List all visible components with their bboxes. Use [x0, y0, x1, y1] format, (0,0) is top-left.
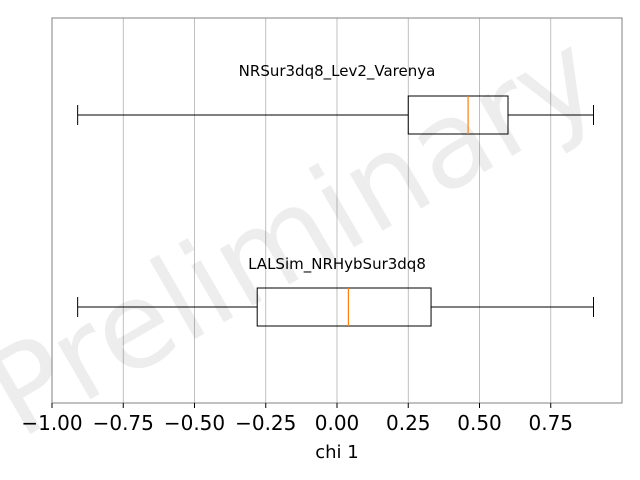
x-axis-label: chi 1 — [315, 442, 358, 463]
grid-lines — [51, 18, 552, 403]
box-iqr — [407, 95, 509, 135]
x-tick-label: 0.25 — [386, 411, 431, 435]
x-tick-label: 0.50 — [457, 411, 502, 435]
x-ticks: −1.00 −0.75 −0.50 −0.25 0.00 0.25 0.50 0.75 — [21, 403, 573, 435]
box-item: NRSur3dq8_Lev2_Varenya — [77, 62, 594, 135]
x-tick-label: 0.75 — [528, 411, 573, 435]
box-item: LALSim_NRHybSur3dq8 — [77, 255, 594, 327]
box-iqr — [256, 287, 432, 327]
x-tick-label: −0.50 — [164, 411, 225, 435]
x-tick-label: −1.00 — [21, 411, 82, 435]
boxes-group: NRSur3dq8_Lev2_Varenya LALSim_NRHybSur3dq… — [77, 62, 594, 327]
box-name-label: LALSim_NRHybSur3dq8 — [248, 255, 426, 274]
x-tick-label: −0.25 — [235, 411, 296, 435]
box-name-label: NRSur3dq8_Lev2_Varenya — [239, 62, 436, 81]
x-tick-label: −0.75 — [93, 411, 154, 435]
x-tick-label: 0.00 — [315, 411, 360, 435]
